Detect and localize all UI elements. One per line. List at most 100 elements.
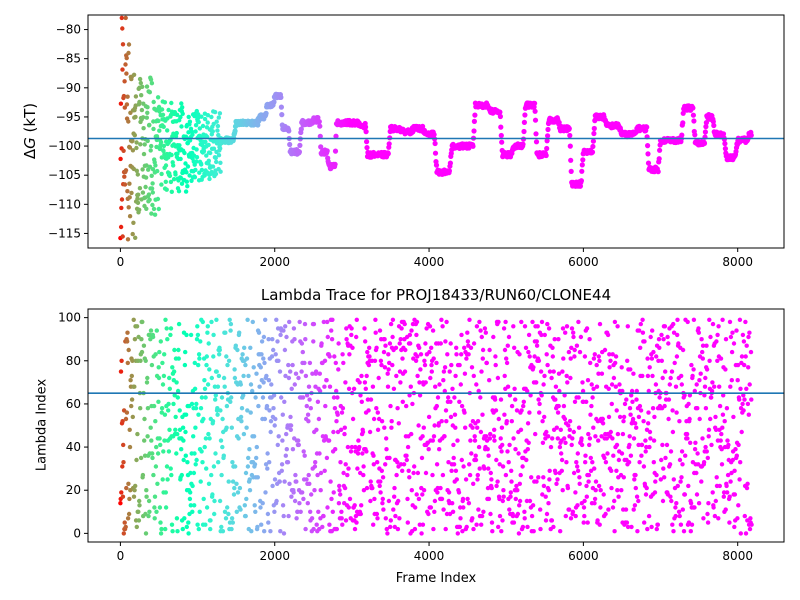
bottom-y-tick-label: 80 bbox=[66, 354, 81, 368]
bottom-data-point bbox=[270, 337, 275, 342]
top-data-point bbox=[167, 173, 173, 179]
bottom-data-point bbox=[488, 511, 493, 517]
bottom-data-point bbox=[615, 324, 620, 329]
bottom-data-point bbox=[153, 419, 158, 424]
bottom-data-point bbox=[519, 408, 524, 413]
bottom-data-point bbox=[500, 518, 505, 523]
bottom-data-point bbox=[649, 356, 655, 361]
bottom-data-point bbox=[621, 414, 627, 420]
bottom-data-point bbox=[280, 438, 285, 443]
bottom-data-point bbox=[482, 466, 487, 471]
bottom-data-point bbox=[417, 380, 422, 385]
bottom-data-point bbox=[578, 334, 584, 340]
bottom-data-point bbox=[729, 349, 735, 355]
bottom-data-point bbox=[176, 356, 181, 361]
bottom-data-point bbox=[547, 477, 552, 482]
bottom-data-point bbox=[329, 337, 335, 342]
bottom-data-point bbox=[654, 354, 659, 359]
bottom-data-point bbox=[386, 498, 392, 504]
top-data-point bbox=[152, 212, 158, 217]
bottom-data-point bbox=[308, 406, 313, 411]
bottom-data-point bbox=[375, 410, 380, 415]
top-y-tick-label: −85 bbox=[56, 52, 81, 66]
bottom-data-point bbox=[148, 328, 154, 333]
bottom-data-point bbox=[742, 513, 747, 519]
bottom-data-point bbox=[610, 352, 615, 357]
bottom-data-point bbox=[447, 511, 453, 517]
bottom-data-point bbox=[575, 468, 581, 473]
bottom-data-point bbox=[674, 354, 680, 359]
bottom-data-point bbox=[388, 524, 393, 530]
bottom-data-point bbox=[405, 496, 410, 502]
bottom-data-point bbox=[226, 511, 231, 517]
bottom-data-point bbox=[409, 328, 414, 333]
bottom-data-point bbox=[147, 509, 152, 514]
bottom-data-point bbox=[584, 494, 589, 499]
bottom-data-point bbox=[328, 479, 333, 484]
bottom-data-point bbox=[422, 362, 428, 368]
bottom-data-point bbox=[469, 451, 474, 456]
top-data-point bbox=[216, 132, 221, 138]
bottom-data-point bbox=[398, 380, 403, 385]
bottom-data-point bbox=[236, 436, 241, 441]
bottom-data-point bbox=[478, 395, 483, 400]
bottom-data-point bbox=[462, 345, 467, 350]
bottom-data-point bbox=[511, 324, 516, 329]
bottom-data-point bbox=[509, 419, 514, 424]
bottom-data-point bbox=[356, 438, 361, 443]
bottom-data-point bbox=[306, 419, 311, 424]
bottom-data-point bbox=[583, 460, 588, 465]
bottom-data-point bbox=[400, 399, 405, 404]
bottom-data-point bbox=[591, 425, 596, 430]
bottom-data-point bbox=[127, 444, 133, 450]
bottom-data-point bbox=[261, 380, 266, 385]
top-data-point bbox=[446, 168, 452, 174]
bottom-data-point bbox=[507, 393, 513, 398]
bottom-data-point bbox=[641, 464, 647, 469]
bottom-data-point bbox=[544, 352, 549, 357]
bottom-data-point bbox=[671, 321, 676, 327]
bottom-data-point bbox=[131, 317, 136, 322]
bottom-data-point bbox=[180, 526, 185, 532]
bottom-data-point bbox=[522, 509, 527, 514]
top-data-point bbox=[522, 112, 528, 118]
bottom-data-point bbox=[662, 475, 667, 480]
bottom-data-point bbox=[209, 375, 214, 381]
bottom-data-point bbox=[513, 397, 518, 402]
bottom-data-point bbox=[558, 427, 563, 432]
bottom-y-tick-label: 20 bbox=[66, 483, 81, 497]
bottom-data-point bbox=[633, 472, 638, 478]
bottom-data-point bbox=[374, 345, 379, 350]
bottom-data-point bbox=[322, 358, 328, 363]
bottom-data-point bbox=[678, 522, 684, 527]
top-data-point bbox=[218, 160, 223, 165]
bottom-data-point bbox=[217, 498, 223, 504]
top-data-point bbox=[645, 160, 652, 166]
bottom-data-point bbox=[671, 529, 676, 534]
bottom-data-point bbox=[374, 406, 379, 411]
bottom-data-point bbox=[129, 373, 134, 379]
bottom-data-point bbox=[474, 382, 479, 387]
bottom-data-point bbox=[192, 360, 197, 366]
bottom-data-point bbox=[633, 485, 638, 491]
bottom-data-point bbox=[442, 388, 447, 394]
bottom-data-point bbox=[460, 529, 465, 534]
bottom-data-point bbox=[713, 427, 719, 432]
top-data-point bbox=[193, 129, 198, 134]
bottom-data-point bbox=[636, 442, 641, 448]
bottom-data-point bbox=[604, 436, 609, 441]
bottom-data-point bbox=[677, 513, 682, 519]
bottom-data-point bbox=[154, 509, 159, 514]
bottom-data-point bbox=[134, 324, 140, 329]
bottom-data-point bbox=[162, 438, 167, 443]
bottom-data-point bbox=[545, 321, 550, 327]
bottom-data-point bbox=[387, 360, 392, 366]
bottom-data-point bbox=[728, 384, 733, 389]
bottom-data-point bbox=[400, 356, 405, 361]
bottom-data-point bbox=[538, 507, 543, 512]
top-data-point bbox=[137, 186, 143, 191]
top-data-point bbox=[131, 220, 136, 225]
top-x-tick-label: 4000 bbox=[414, 255, 445, 269]
top-data-point bbox=[155, 196, 161, 202]
